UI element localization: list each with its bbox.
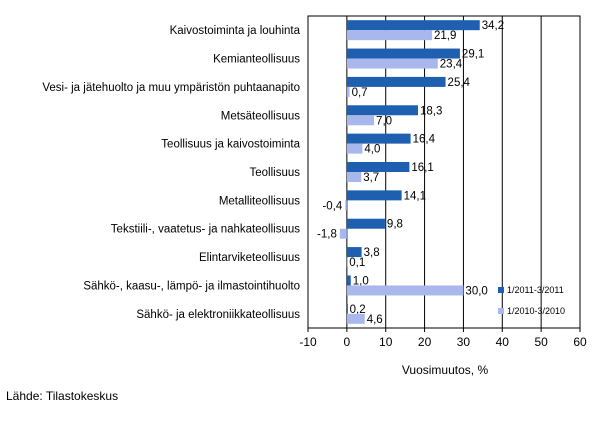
bar-series-1 [346, 275, 351, 286]
bar-series-1 [346, 218, 385, 229]
x-tick-label: 40 [496, 335, 510, 349]
data-label: 3,8 [364, 247, 380, 259]
bar-series-1 [346, 162, 410, 172]
category-label: Kemianteollisuus [213, 54, 300, 66]
data-label: 23,4 [440, 59, 463, 71]
x-tick-label: -10 [299, 335, 317, 349]
category-label: Sähkö- ja elektroniikkateollisuus [136, 309, 300, 321]
bar-series-2 [346, 115, 375, 126]
bar-series-1 [346, 133, 411, 144]
data-label: 18,3 [420, 105, 442, 117]
x-tick-label: 50 [534, 335, 548, 349]
data-label: 21,9 [434, 30, 456, 42]
data-label: 3,7 [363, 172, 379, 184]
bar-series-2 [346, 30, 432, 41]
x-tick-label: 30 [457, 335, 471, 349]
bar-series-1 [346, 247, 362, 258]
data-label: -1,8 [317, 229, 337, 241]
data-label: 14,1 [404, 190, 426, 202]
bar-series-2 [339, 228, 347, 239]
legend-label: 1/2010-3/2010 [507, 306, 565, 316]
data-label: 16,1 [411, 162, 433, 174]
x-tick-label: 20 [418, 335, 432, 349]
x-tick-label: 60 [573, 335, 587, 349]
plot-frame [307, 15, 581, 329]
x-tick-label: 10 [379, 335, 393, 349]
bar-series-1 [346, 48, 460, 59]
x-axis-title: Vuosimuutos, % [402, 363, 489, 377]
data-label: 0,2 [350, 304, 366, 316]
legend-swatch [498, 308, 504, 314]
data-label: 4,0 [364, 144, 380, 156]
data-label: 7,0 [376, 115, 392, 127]
category-label: Metalliteollisuus [219, 195, 300, 207]
data-label: 29,1 [462, 49, 484, 61]
data-label: 25,4 [448, 77, 471, 89]
data-label: 1,0 [353, 275, 369, 287]
bar-series-1 [346, 76, 446, 87]
bar-series-1 [346, 20, 480, 31]
category-label: Vesi- ja jätehuolto ja muu ympäristön pu… [42, 82, 300, 94]
data-label: 30,0 [465, 285, 487, 297]
category-label: Sähkö-, kaasu-, lämpö- ja ilmastointihuo… [83, 280, 300, 292]
bar-series-2 [346, 313, 365, 324]
data-label: 4,6 [367, 314, 383, 326]
x-tick-label: 0 [344, 335, 351, 349]
bar-series-2 [346, 285, 464, 296]
bar-series-2 [346, 86, 350, 97]
legend-label: 1/2011-3/2011 [507, 285, 564, 295]
data-label: 0,7 [352, 87, 368, 99]
data-label: 9,8 [387, 219, 403, 231]
bar-series-2 [346, 143, 363, 154]
data-label: 0,1 [349, 257, 365, 269]
data-label: 16,4 [413, 134, 436, 146]
category-label: Tekstiili-, vaatetus- ja nahkateollisuus [111, 224, 300, 236]
category-label: Metsäteollisuus [221, 110, 301, 122]
bar-series-2 [345, 200, 347, 211]
bar-series-2 [346, 172, 362, 182]
bar-series-1 [346, 190, 402, 201]
data-label: -0,4 [322, 200, 342, 212]
data-label: 34,2 [482, 20, 504, 32]
source-note: Lähde: Tilastokeskus [6, 389, 119, 403]
category-label: Elintarviketeollisuus [199, 252, 300, 264]
category-label: Teollisuus ja kaivostoiminta [161, 139, 300, 151]
category-label: Teollisuus [250, 167, 301, 179]
bar-series-2 [346, 257, 348, 268]
bar-series-1 [346, 105, 418, 116]
bar-series-1 [346, 303, 348, 314]
category-label: Kaivostoiminta ja louhinta [170, 25, 301, 37]
legend-swatch [498, 287, 504, 293]
bar-series-2 [346, 58, 438, 69]
